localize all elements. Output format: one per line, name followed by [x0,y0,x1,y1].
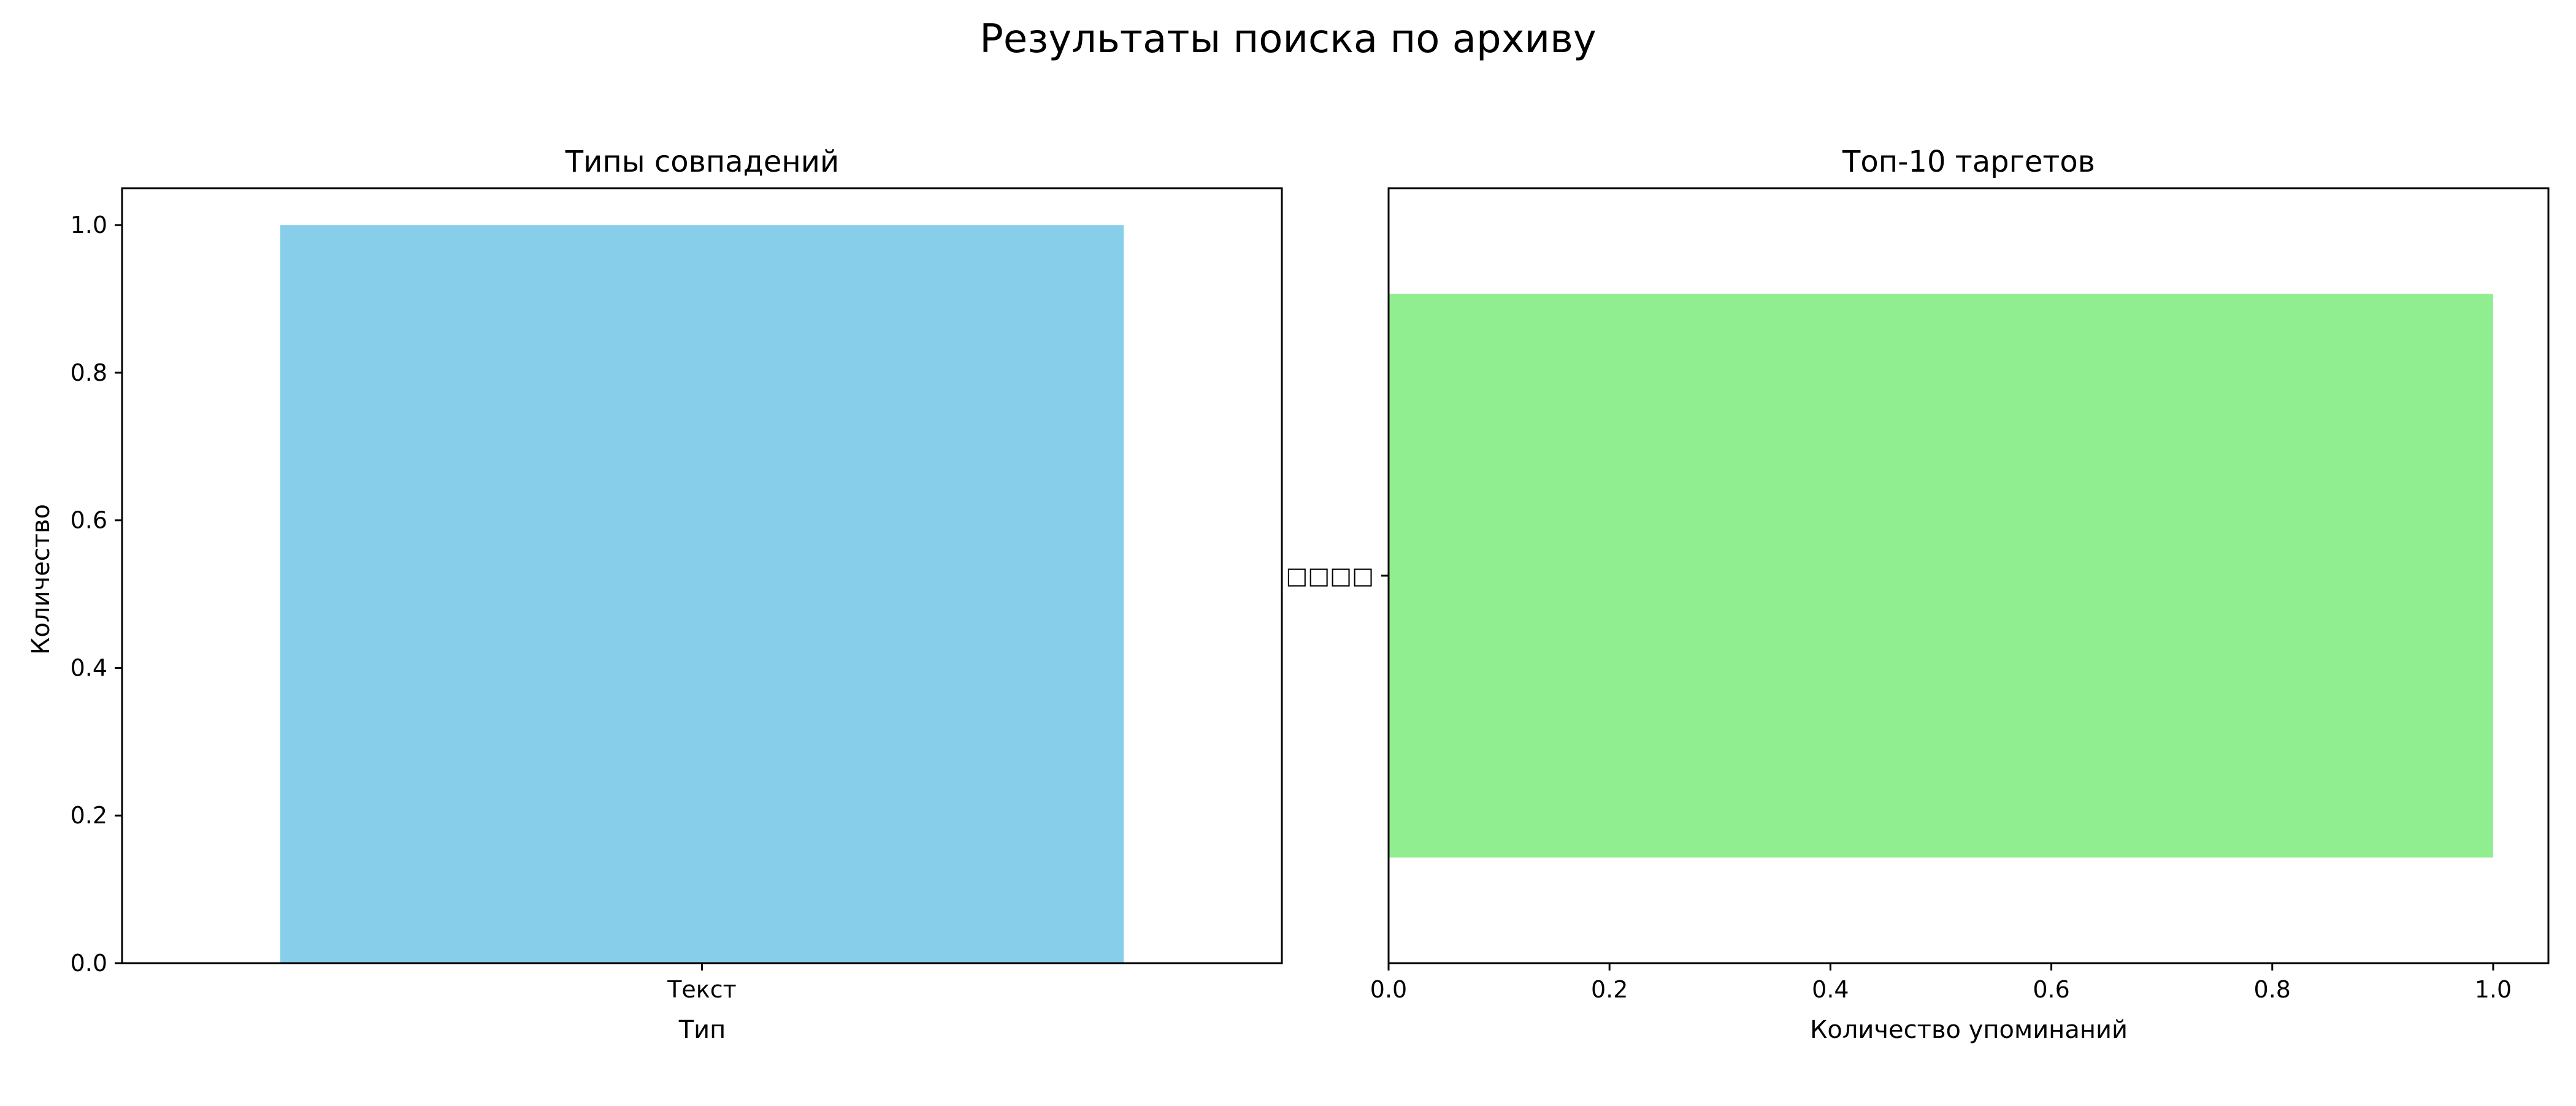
right-yticks: □□□□ [1286,562,1389,589]
left-xlabel: Тип [678,1016,726,1044]
left-bar-0 [280,225,1124,964]
left-ytick-label: 0.4 [71,654,107,681]
left-ytick-label: 0.8 [71,359,107,386]
right-xlabel: Количество упоминаний [1810,1016,2128,1044]
right-xtick-label: 0.2 [1591,976,1628,1003]
right-bar-0 [1389,294,2493,858]
chart-left: Типы совпадений 0.0 0.2 0.4 0.6 0.8 1.0 Текст… [27,145,1283,1044]
right-ytick-label: □□□□ [1286,562,1374,589]
right-xtick-label: 0.8 [2254,976,2291,1003]
left-ytick-label: 1.0 [71,212,107,238]
left-bars [280,225,1124,964]
right-xticks: 0.0 0.2 0.4 0.6 0.8 1.0 [1370,963,2512,1003]
left-xticks: Текст [667,963,737,1003]
suptitle: Результаты поиска по архиву [979,17,1596,62]
left-yticks: 0.0 0.2 0.4 0.6 0.8 1.0 [71,212,122,977]
chart-right: Топ-10 таргетов 0.0 0.2 0.4 0.6 0.8 1.0 □□□□ … [1286,145,2550,1044]
left-title: Типы совпадений [565,145,839,179]
right-xtick-label: 0.6 [2033,976,2069,1003]
right-xtick-label: 1.0 [2475,976,2512,1003]
right-xtick-label: 0.4 [1812,976,1849,1003]
left-ytick-label: 0.0 [71,950,107,977]
left-ylabel: Количество [27,504,55,655]
right-xtick-label: 0.0 [1370,976,1407,1003]
right-title: Топ-10 таргетов [1842,145,2095,179]
right-bars [1389,294,2493,858]
left-xtick-label: Текст [667,976,737,1003]
left-ytick-label: 0.6 [71,507,107,534]
left-ytick-label: 0.2 [71,802,107,829]
